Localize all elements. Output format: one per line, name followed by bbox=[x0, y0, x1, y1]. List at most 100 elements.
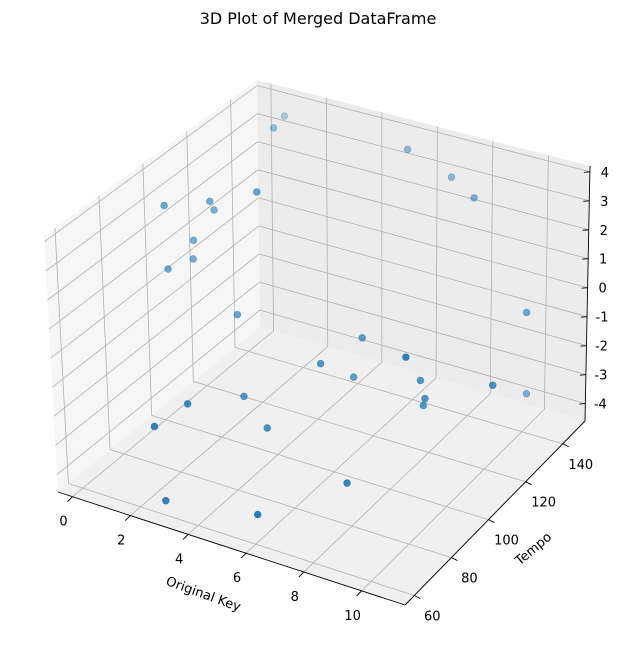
z-grid-line bbox=[257, 169, 589, 260]
z-tick-label: 4 bbox=[601, 166, 609, 181]
y-tick-label: 60 bbox=[424, 610, 441, 625]
data-point bbox=[150, 422, 159, 431]
data-point bbox=[343, 479, 351, 487]
axis-panes bbox=[44, 80, 590, 605]
data-point bbox=[316, 359, 325, 368]
x-grid-line bbox=[435, 126, 438, 378]
z-grid-line bbox=[47, 141, 258, 301]
chart-title: 3D Plot of Merged DataFrame bbox=[200, 9, 437, 28]
data-point bbox=[240, 392, 248, 401]
data-point bbox=[280, 112, 289, 120]
data-point bbox=[164, 265, 172, 273]
data-point bbox=[162, 496, 170, 505]
z-grid-line bbox=[50, 197, 259, 359]
z-grid-line bbox=[258, 225, 588, 318]
x-tick-label: 0 bbox=[59, 515, 67, 530]
y-tick-label: 120 bbox=[531, 496, 556, 511]
z-grid-line bbox=[257, 141, 589, 231]
data-point bbox=[470, 194, 478, 202]
data-point bbox=[447, 173, 456, 181]
data-point bbox=[419, 401, 428, 410]
data-point bbox=[358, 334, 366, 342]
z-tick-label: -1 bbox=[596, 311, 609, 326]
y-tick bbox=[414, 595, 421, 599]
z-grid-line bbox=[258, 197, 588, 289]
z-grid-line bbox=[45, 113, 258, 272]
y-grid-line bbox=[151, 415, 489, 521]
x-tick-label: 4 bbox=[175, 552, 183, 567]
y-grid-line bbox=[109, 449, 452, 558]
z-grid-line bbox=[44, 85, 258, 243]
y-grid-line bbox=[234, 347, 563, 445]
x-tick bbox=[298, 571, 305, 578]
left-wall-pane bbox=[44, 80, 260, 492]
data-point bbox=[522, 390, 531, 398]
z-grid-line bbox=[52, 225, 260, 388]
x-tick-label: 10 bbox=[344, 609, 361, 624]
data-point bbox=[254, 510, 262, 519]
x-tick bbox=[67, 496, 73, 503]
z-grid-line bbox=[259, 281, 587, 376]
y-grid-line bbox=[68, 483, 415, 596]
x-grid-line bbox=[303, 393, 491, 573]
y-grid-line bbox=[193, 381, 526, 483]
x-grid-line bbox=[361, 408, 545, 592]
z-grid-line bbox=[256, 85, 590, 173]
y-grid-line bbox=[54, 227, 69, 484]
axis-spines bbox=[57, 165, 591, 606]
y-tick bbox=[488, 519, 495, 524]
z-tick-label: 0 bbox=[598, 282, 606, 297]
y-grid-line bbox=[186, 131, 194, 382]
z-tick bbox=[579, 374, 586, 376]
z-tick-label: -3 bbox=[594, 369, 607, 384]
floor-pane bbox=[58, 327, 585, 605]
z-tick bbox=[580, 345, 587, 347]
z-tick bbox=[582, 229, 589, 231]
z-tick bbox=[579, 403, 586, 405]
y-tick bbox=[562, 443, 569, 448]
data-point bbox=[263, 424, 272, 432]
z-grid-line bbox=[56, 309, 261, 475]
data-point bbox=[160, 201, 168, 210]
data-point bbox=[189, 255, 197, 263]
x-tick bbox=[182, 534, 189, 540]
z-tick bbox=[581, 316, 588, 318]
data-point bbox=[349, 373, 358, 381]
y-tick bbox=[525, 481, 532, 486]
z-axis-line bbox=[584, 165, 591, 422]
x-tick-label: 2 bbox=[117, 534, 125, 549]
y-tick-label: 100 bbox=[494, 534, 519, 549]
data-point bbox=[489, 381, 497, 389]
z-tick-label: 3 bbox=[600, 195, 608, 210]
data-point bbox=[183, 400, 192, 408]
x-grid-line bbox=[489, 140, 494, 394]
x-grid-line bbox=[130, 346, 328, 516]
data-point bbox=[269, 124, 278, 132]
y-grid-line bbox=[98, 195, 111, 450]
z-tick-label: -4 bbox=[594, 398, 607, 413]
x-axis-label: Original Key bbox=[164, 574, 243, 615]
x-tick bbox=[124, 515, 131, 521]
data-point bbox=[522, 308, 531, 317]
x-grid-line bbox=[325, 97, 329, 347]
axis-ticks: 0 2 4 6 8 10 60 80 100 120 140 -4 -3 -2 -1 0 1 2 3 4 bbox=[59, 166, 609, 625]
z-grid-line bbox=[259, 309, 586, 404]
data-point bbox=[416, 376, 425, 385]
grid-lines bbox=[44, 83, 590, 596]
y-tick-label: 80 bbox=[461, 572, 478, 587]
data-point bbox=[189, 236, 198, 244]
z-tick-label: 2 bbox=[600, 224, 608, 239]
z-tick bbox=[581, 287, 588, 289]
y-grid-line bbox=[142, 163, 153, 416]
x-tick-label: 6 bbox=[233, 571, 241, 586]
data-point bbox=[402, 353, 410, 361]
x-grid-line bbox=[72, 330, 274, 498]
z-grid-line bbox=[55, 281, 260, 446]
scatter-points bbox=[150, 112, 531, 519]
z-tick bbox=[583, 171, 590, 173]
x-grid-line bbox=[270, 83, 274, 331]
x-grid-line bbox=[187, 361, 383, 535]
data-point bbox=[403, 145, 412, 154]
z-tick bbox=[583, 200, 590, 202]
